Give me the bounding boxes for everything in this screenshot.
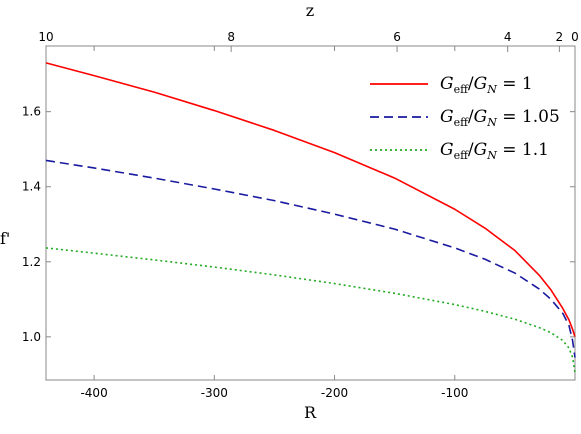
y-tick-label: 1.2 <box>22 255 41 269</box>
x-axis-title: R <box>304 403 317 422</box>
y-tick-label: 1.6 <box>22 105 41 119</box>
top-tick-label: 2 <box>556 30 564 44</box>
series-line-1 <box>45 62 576 338</box>
y-tick-label: 1.4 <box>22 180 41 194</box>
plot-frame <box>45 45 576 381</box>
legend: Geff/GN = 1 Geff/GN = 1.05 Geff/GN = 1.1 <box>370 74 560 162</box>
top-tick-label: 10 <box>38 30 53 44</box>
x-tick-label: -200 <box>321 386 348 400</box>
x-tick-label: -400 <box>80 386 107 400</box>
legend-entry-1: Geff/GN = 1 <box>440 74 533 96</box>
top-tick-label: 0 <box>571 30 579 44</box>
series-line-2 <box>45 159 576 358</box>
legend-entry-3: Geff/GN = 1.1 <box>440 140 549 162</box>
y-axis-title: f' <box>0 229 10 248</box>
y-tick-label: 1.0 <box>22 330 41 344</box>
top-tick-label: 6 <box>393 30 401 44</box>
top-tick-label: 8 <box>227 30 235 44</box>
ticks-layer: -400 -300 -200 -100 1.0 1.2 1.4 1.6 10 8 6 4 2 0 <box>22 30 579 400</box>
x-tick-label: -300 <box>201 386 228 400</box>
series-line-3 <box>45 247 576 373</box>
top-tick-label: 4 <box>504 30 512 44</box>
series-layer <box>45 62 576 373</box>
legend-entry-2: Geff/GN = 1.05 <box>440 107 560 129</box>
x-tick-label: -100 <box>441 386 468 400</box>
top-axis-title: z <box>306 1 314 20</box>
